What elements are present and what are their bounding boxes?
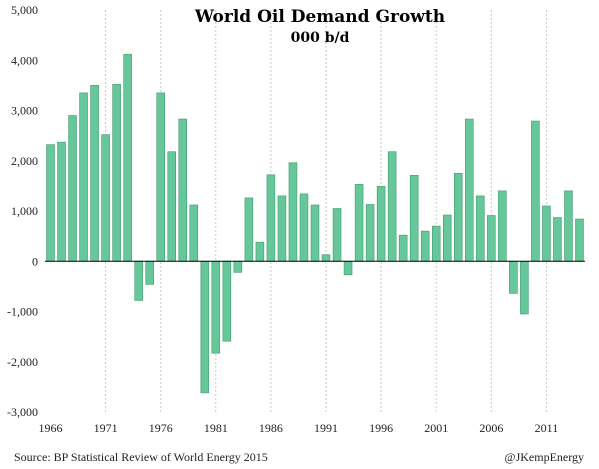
bar-1975: [145, 260, 154, 285]
y-tick-label: 4,000: [11, 53, 38, 67]
bar-2006: [487, 215, 496, 262]
bar-1968: [68, 115, 77, 262]
bar-1995: [365, 204, 375, 262]
bar-1971: [101, 134, 110, 262]
bar-2012: [553, 217, 562, 262]
bar-1999: [409, 175, 419, 262]
x-tick-label: 1966: [39, 421, 63, 435]
bar-1992: [332, 208, 342, 262]
y-tick-label: 0: [32, 254, 38, 268]
y-tick-label: -1,000: [7, 305, 38, 319]
bar-1982: [222, 260, 232, 342]
bar-2011: [542, 205, 551, 262]
bar-2004: [465, 118, 474, 262]
x-tick-label: 1971: [94, 421, 118, 435]
bar-1973: [123, 53, 132, 262]
bar-2013: [564, 190, 573, 262]
bar-1991: [321, 254, 331, 262]
bar-1994: [354, 184, 364, 262]
bar-2000: [420, 230, 430, 262]
bar-2001: [431, 225, 441, 262]
bar-1990: [310, 204, 320, 262]
bars-group: [46, 53, 584, 394]
x-tick-label: 2001: [424, 421, 448, 435]
x-axis-ticks: 1966 1971 1976 1981 1986 1991 1996 2001 2006 2011: [39, 421, 559, 435]
y-tick-label: -3,000: [7, 405, 38, 419]
bar-2003: [453, 173, 463, 262]
bar-1970: [90, 85, 99, 262]
x-tick-label: 2011: [535, 421, 559, 435]
x-tick-label: 1976: [149, 421, 173, 435]
bar-1993: [343, 260, 353, 276]
bar-1976: [156, 92, 165, 262]
bar-1989: [299, 193, 309, 262]
x-tick-label: 2006: [479, 421, 503, 435]
y-tick-label: 5,000: [11, 3, 38, 17]
bar-1983: [233, 260, 243, 273]
bar-2008: [509, 260, 518, 294]
x-tick-label: 1991: [314, 421, 338, 435]
bar-1969: [79, 92, 88, 262]
bar-2009: [520, 260, 529, 315]
bar-2014: [575, 218, 584, 262]
bar-1972: [112, 84, 121, 262]
bar-1996: [376, 186, 386, 262]
bar-1974: [134, 260, 143, 301]
y-tick-label: 3,000: [11, 104, 38, 118]
bar-1977: [167, 151, 177, 262]
bar-1979: [189, 204, 199, 262]
bar-1967: [57, 141, 66, 262]
source-note: Source: BP Statistical Review of World E…: [14, 450, 268, 464]
chart-title: World Oil Demand Growth: [194, 7, 445, 27]
y-tick-label: 1,000: [11, 204, 38, 218]
bar-2010: [531, 120, 540, 262]
x-tick-label: 1996: [369, 421, 393, 435]
x-tick-label: 1981: [204, 421, 228, 435]
bar-1987: [277, 195, 287, 262]
bar-1984: [244, 197, 254, 262]
bar-2005: [476, 195, 485, 262]
chart-subtitle: 000 b/d: [291, 30, 350, 46]
bar-1988: [288, 162, 298, 262]
bar-1980: [200, 260, 210, 394]
bar-1997: [387, 151, 397, 262]
credit-note: @JKempEnergy: [505, 450, 584, 464]
bar-1981: [211, 260, 221, 354]
bar-2002: [442, 214, 452, 262]
bar-1978: [178, 118, 188, 262]
y-tick-label: 2,000: [11, 154, 38, 168]
y-tick-label: -2,000: [7, 355, 38, 369]
bar-1998: [398, 234, 408, 262]
bar-1985: [255, 241, 265, 262]
bar-1986: [266, 174, 276, 262]
y-axis-ticks: -3,000 -2,000 -1,000 0 1,000 2,000 3,000 4,000 5…: [7, 3, 38, 419]
bar-2007: [498, 190, 507, 262]
bar-1966: [46, 144, 55, 262]
x-tick-label: 1986: [259, 421, 283, 435]
